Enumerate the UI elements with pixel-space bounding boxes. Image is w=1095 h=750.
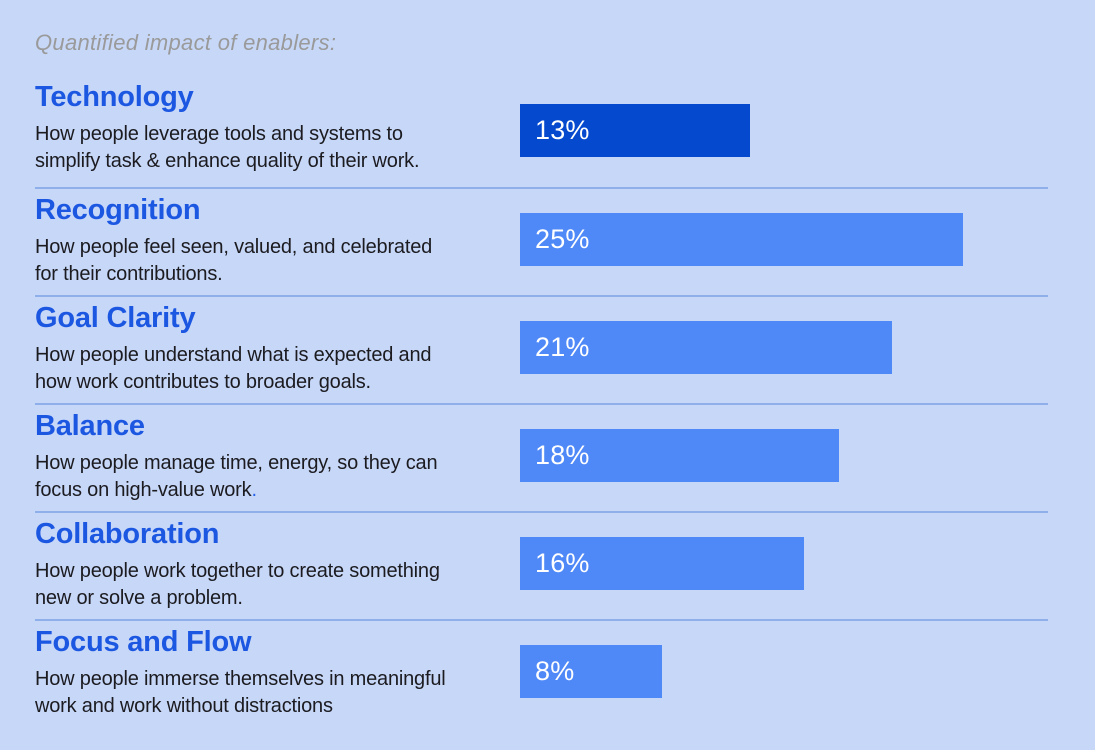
enabler-text-column: Focus and Flow How people immerse themse… bbox=[35, 625, 520, 720]
enabler-description: How people manage time, energy, so they … bbox=[35, 451, 438, 501]
bar-percentage-label: 18% bbox=[535, 440, 590, 470]
enabler-description: How people feel seen, valued, and celebr… bbox=[35, 235, 433, 285]
enabler-bar-column: 25% bbox=[520, 193, 1048, 266]
enabler-bar: 8% bbox=[520, 645, 662, 698]
enabler-text-column: Recognition How people feel seen, valued… bbox=[35, 193, 520, 288]
enabler-bar: 25% bbox=[520, 213, 963, 266]
enabler-bar-column: 16% bbox=[520, 517, 1048, 590]
enabler-row: Recognition How people feel seen, valued… bbox=[35, 189, 1048, 297]
enabler-bar: 18% bbox=[520, 429, 839, 482]
enabler-text-column: Collaboration How people work together t… bbox=[35, 517, 520, 612]
enabler-row: Technology How people leverage tools and… bbox=[35, 68, 1048, 189]
enabler-row: Balance How people manage time, energy, … bbox=[35, 405, 1048, 513]
enabler-heading: Goal Clarity bbox=[35, 302, 196, 334]
enabler-description: How people work together to create somet… bbox=[35, 559, 440, 609]
enabler-text-column: Goal Clarity How people understand what … bbox=[35, 301, 520, 396]
bar-percentage-label: 25% bbox=[535, 224, 590, 254]
colored-period: . bbox=[251, 478, 257, 501]
enabler-text-column: Technology How people leverage tools and… bbox=[35, 80, 520, 175]
enabler-row: Goal Clarity How people understand what … bbox=[35, 297, 1048, 405]
enabler-row: Focus and Flow How people immerse themse… bbox=[35, 621, 1048, 750]
enabler-bar: 21% bbox=[520, 321, 892, 374]
enabler-description: How people understand what is expected a… bbox=[35, 343, 432, 393]
bar-percentage-label: 8% bbox=[535, 656, 575, 686]
enabler-bar: 13% bbox=[520, 104, 750, 157]
enabler-bar-column: 13% bbox=[520, 80, 1048, 157]
enabler-heading: Balance bbox=[35, 410, 145, 442]
enabler-bar-column: 18% bbox=[520, 409, 1048, 482]
enabler-bar: 16% bbox=[520, 537, 804, 590]
enabler-heading: Recognition bbox=[35, 194, 201, 226]
enablers-list: Technology How people leverage tools and… bbox=[35, 68, 1048, 750]
enabler-heading: Collaboration bbox=[35, 518, 220, 550]
bar-percentage-label: 16% bbox=[535, 548, 590, 578]
enabler-text-column: Balance How people manage time, energy, … bbox=[35, 409, 520, 504]
enabler-bar-column: 21% bbox=[520, 301, 1048, 374]
enabler-description: How people leverage tools and systems to… bbox=[35, 122, 420, 172]
enabler-heading: Technology bbox=[35, 81, 194, 113]
enabler-row: Collaboration How people work together t… bbox=[35, 513, 1048, 621]
enabler-bar-column: 8% bbox=[520, 625, 1048, 698]
bar-percentage-label: 13% bbox=[535, 115, 590, 145]
enabler-heading: Focus and Flow bbox=[35, 626, 252, 658]
enabler-description: How people immerse themselves in meaning… bbox=[35, 667, 446, 717]
page-title: Quantified impact of enablers: bbox=[35, 30, 337, 55]
bar-percentage-label: 21% bbox=[535, 332, 590, 362]
